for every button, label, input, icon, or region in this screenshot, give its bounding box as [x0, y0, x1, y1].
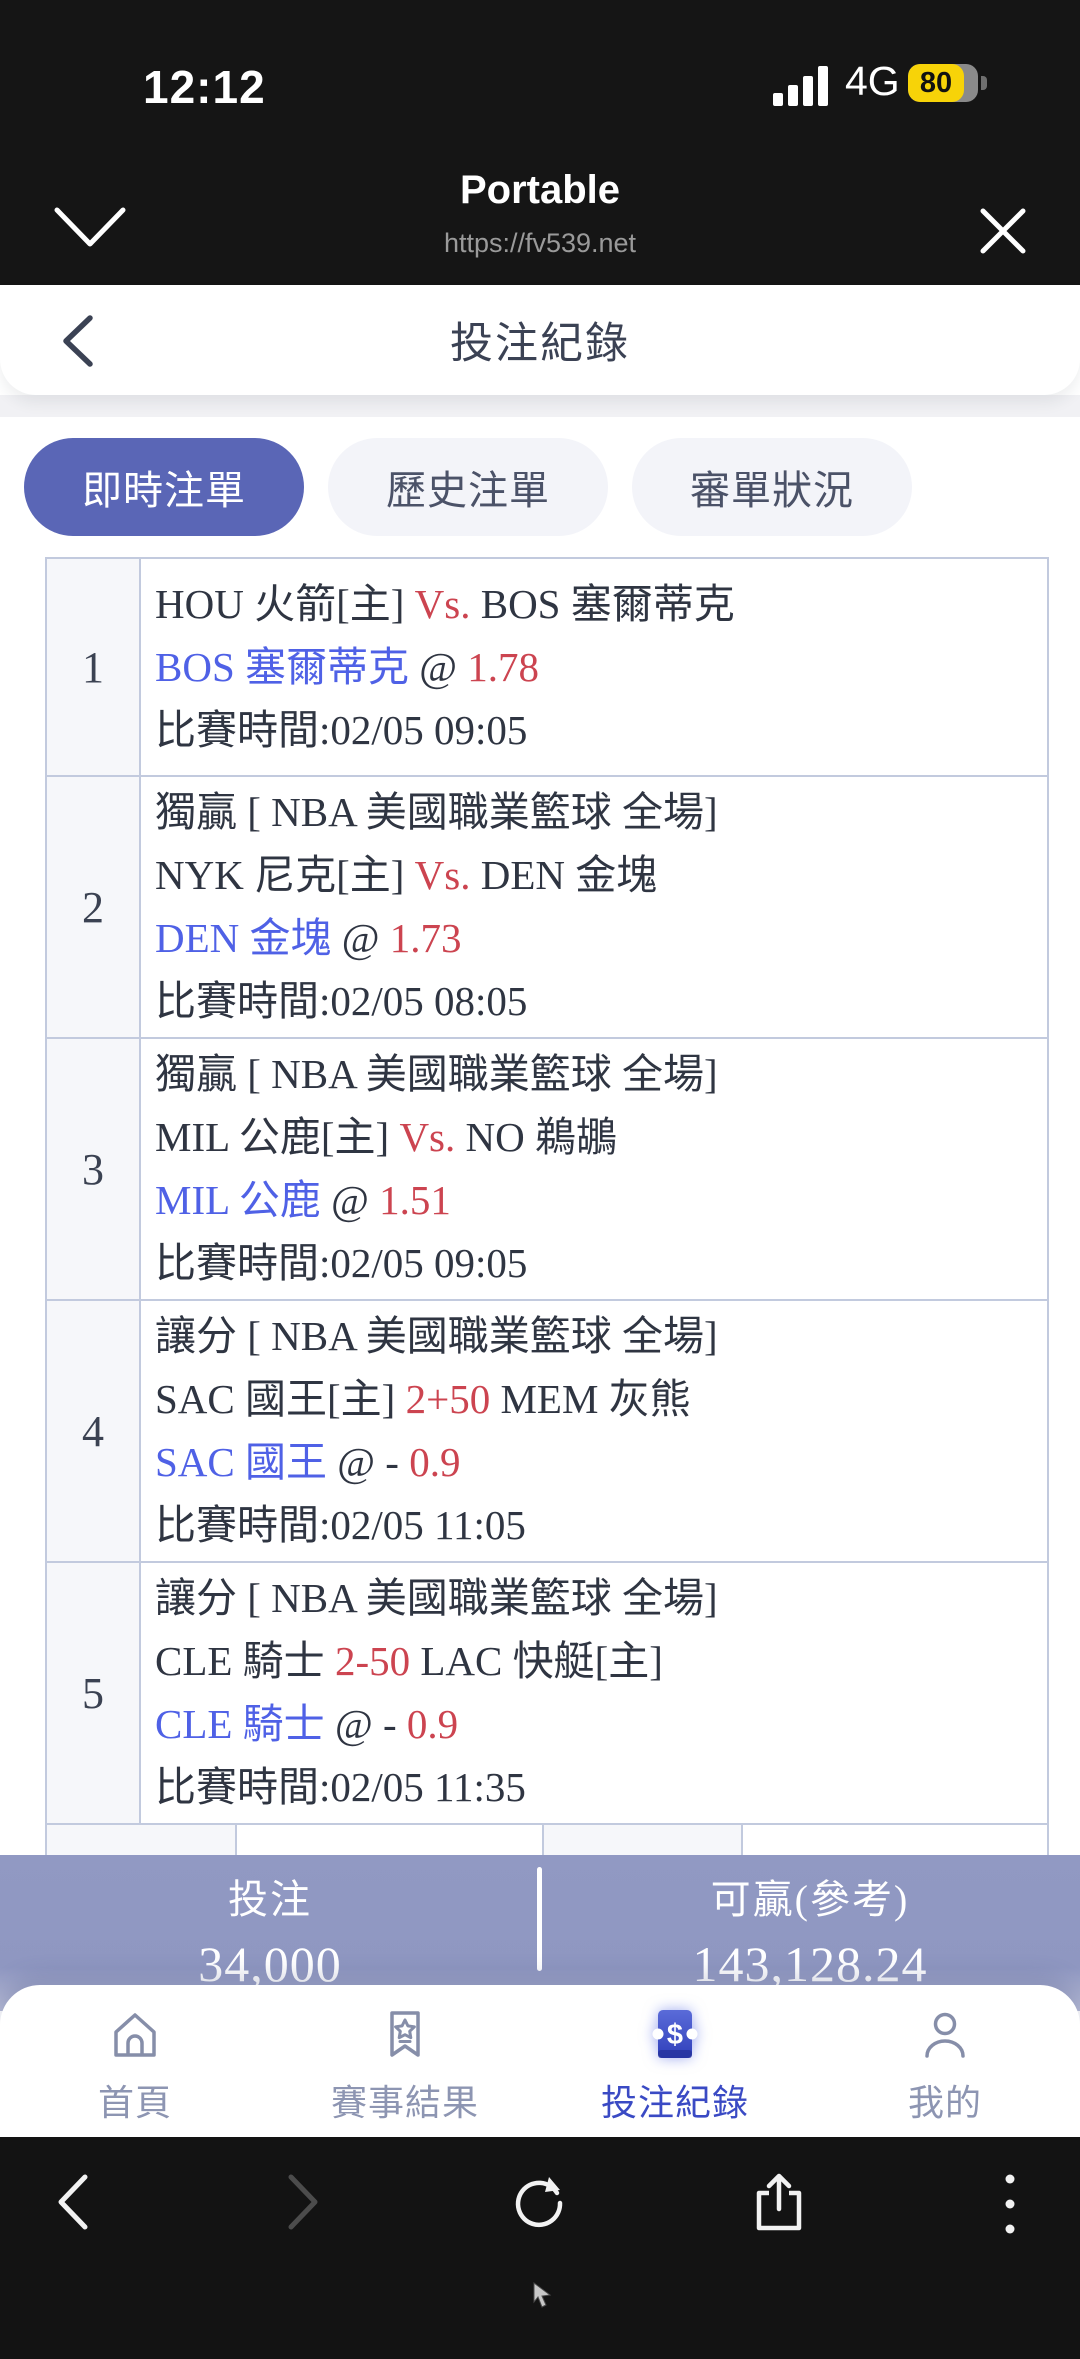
bet-line: 讓分 [ NBA 美國職業籃球 全場]: [155, 1313, 718, 1359]
mouse-cursor: [533, 2282, 553, 2313]
tab-live-orders[interactable]: 即時注單: [24, 438, 304, 536]
stake-label: 投注: [228, 1877, 312, 1922]
home-icon: [106, 2005, 164, 2068]
bet-row[interactable]: 4 讓分 [ NBA 美國職業籃球 全場] SAC 國王[主] 2+50 MEM 灰…: [45, 1299, 1049, 1563]
stake-value: 34,000: [198, 1936, 342, 1992]
tabbar-item-bet-records[interactable]: $ 投注紀錄: [540, 2005, 810, 2137]
win-value: 143,128.24: [692, 1936, 928, 1992]
bet-line: 比賽時間:02/05 11:35: [155, 1764, 526, 1810]
bet-row-index: 1: [45, 557, 141, 777]
bet-line: 獨贏 [ NBA 美國職業籃球 全場]: [155, 1051, 718, 1097]
bet-table-body: 1 HOU 火箭[主] Vs. BOS 塞爾蒂克 BOS 塞爾蒂克 @ 1.78 比賽…: [45, 557, 1049, 1825]
bet-line: BOS 塞爾蒂克 @ 1.78: [155, 643, 540, 690]
tabbar-label: 賽事結果: [330, 2082, 479, 2123]
browser-forward-icon: [282, 2171, 324, 2238]
chevron-down-icon[interactable]: [52, 204, 128, 257]
bet-line: MIL 公鹿[主] Vs. NO 鵜鶘: [155, 1114, 617, 1160]
tabbar-label: 首頁: [97, 2082, 172, 2123]
bet-row-content: 讓分 [ NBA 美國職業籃球 全場] CLE 騎士 2-50 LAC 快艇[主]…: [139, 1561, 1049, 1825]
win-label: 可贏(參考): [710, 1877, 910, 1922]
bet-row-index: 3: [45, 1037, 141, 1301]
bet-row[interactable]: 1 HOU 火箭[主] Vs. BOS 塞爾蒂克 BOS 塞爾蒂克 @ 1.78 比賽…: [45, 557, 1049, 777]
page-title: 投注紀錄: [450, 320, 630, 368]
battery-cap: [981, 76, 987, 90]
bet-line: DEN 金塊 @ 1.73: [155, 915, 462, 961]
bet-row-content: 讓分 [ NBA 美國職業籃球 全場] SAC 國王[主] 2+50 MEM 灰熊…: [139, 1299, 1049, 1563]
back-chevron-icon[interactable]: [58, 313, 98, 374]
partial-cell: [47, 1825, 237, 1855]
stake-column: 投注 34,000: [0, 1855, 540, 2011]
bet-row-content: HOU 火箭[主] Vs. BOS 塞爾蒂克 BOS 塞爾蒂克 @ 1.78 比賽時…: [139, 557, 1049, 777]
bet-line: SAC 國王[主] 2+50 MEM 灰熊: [155, 1376, 691, 1422]
bet-row-content: 獨贏 [ NBA 美國職業籃球 全場] NYK 尼克[主] Vs. DEN 金塊 D…: [139, 775, 1049, 1039]
bet-line: 比賽時間:02/05 08:05: [155, 978, 528, 1024]
partial-cell: [237, 1825, 544, 1855]
bet-row[interactable]: 5 讓分 [ NBA 美國職業籃球 全場] CLE 騎士 2-50 LAC 快艇[主…: [45, 1561, 1049, 1825]
tabbar-item-home[interactable]: 首頁: [0, 2005, 270, 2137]
browser-back-icon[interactable]: [52, 2171, 94, 2238]
bet-line: HOU 火箭[主] Vs. BOS 塞爾蒂克: [155, 580, 735, 627]
bet-line: CLE 騎士 @ - 0.9: [155, 1701, 459, 1747]
bet-line: 獨贏 [ NBA 美國職業籃球 全場]: [155, 789, 718, 835]
partial-cell: [544, 1825, 743, 1855]
status-time: 12:12: [143, 61, 266, 113]
tabbar-item-profile[interactable]: 我的: [810, 2005, 1080, 2137]
bet-line: SAC 國王 @ - 0.9: [155, 1439, 461, 1485]
bet-line: CLE 騎士 2-50 LAC 快艇[主]: [155, 1638, 663, 1684]
browser-share-icon[interactable]: [748, 2171, 810, 2240]
webview-url: https://fv539.net: [443, 228, 637, 258]
signal-strength-icon: [773, 64, 831, 106]
bet-row-index: 4: [45, 1299, 141, 1563]
tab-review-status[interactable]: 審單狀況: [632, 438, 912, 536]
app-nav-bar: 投注紀錄: [0, 285, 1080, 395]
results-ribbon-icon: [376, 2005, 434, 2068]
webview-title: Portable: [459, 168, 621, 212]
profile-icon: [916, 2005, 974, 2068]
phone-top-chrome: 12:12 4G 80 Portable https://fv539.net: [0, 0, 1080, 285]
browser-toolbar: [0, 2137, 1080, 2359]
close-icon[interactable]: [976, 204, 1030, 263]
browser-reload-icon[interactable]: [508, 2171, 572, 2240]
bottom-tab-bar: 首頁 賽事結果 $ 投注紀錄: [0, 1985, 1080, 2137]
bet-line: 比賽時間:02/05 11:05: [155, 1502, 526, 1548]
tabbar-label: 我的: [907, 2082, 982, 2123]
tabbar-label: 投注紀錄: [600, 2082, 749, 2123]
bet-line: 讓分 [ NBA 美國職業籃球 全場]: [155, 1575, 718, 1621]
bet-line: 比賽時間:02/05 09:05: [155, 706, 528, 753]
bet-line: 比賽時間:02/05 09:05: [155, 1240, 528, 1286]
browser-more-icon[interactable]: [998, 2171, 1022, 2242]
bet-table-partial-row: [45, 1825, 1049, 1855]
battery-icon: 80: [908, 64, 978, 102]
record-tabs: 即時注單 歷史注單 審單狀況: [0, 417, 1080, 557]
win-column: 可贏(參考) 143,128.24: [540, 1855, 1080, 2011]
tab-history-orders[interactable]: 歷史注單: [328, 438, 608, 536]
partial-cell: [743, 1825, 1047, 1855]
bet-line: NYK 尼克[主] Vs. DEN 金塊: [155, 852, 658, 898]
battery-percent: 80: [919, 66, 953, 99]
network-type-label: 4G: [845, 58, 900, 104]
summary-divider: [537, 1867, 542, 1971]
bet-line: MIL 公鹿 @ 1.51: [155, 1177, 451, 1223]
bet-row-index: 2: [45, 775, 141, 1039]
bet-table: 1 HOU 火箭[主] Vs. BOS 塞爾蒂克 BOS 塞爾蒂克 @ 1.78 比賽…: [45, 557, 1049, 1825]
bet-row-index: 5: [45, 1561, 141, 1825]
bet-row-content: 獨贏 [ NBA 美國職業籃球 全場] MIL 公鹿[主] Vs. NO 鵜鶘 MI…: [139, 1037, 1049, 1301]
bet-ticket-icon: $: [646, 2005, 704, 2068]
section-gap: [0, 395, 1080, 417]
bet-row[interactable]: 3 獨贏 [ NBA 美國職業籃球 全場] MIL 公鹿[主] Vs. NO 鵜鶘 M…: [45, 1037, 1049, 1301]
bet-row[interactable]: 2 獨贏 [ NBA 美國職業籃球 全場] NYK 尼克[主] Vs. DEN 金塊…: [45, 775, 1049, 1039]
tabbar-item-results[interactable]: 賽事結果: [270, 2005, 540, 2137]
svg-text:$: $: [667, 2019, 683, 2051]
